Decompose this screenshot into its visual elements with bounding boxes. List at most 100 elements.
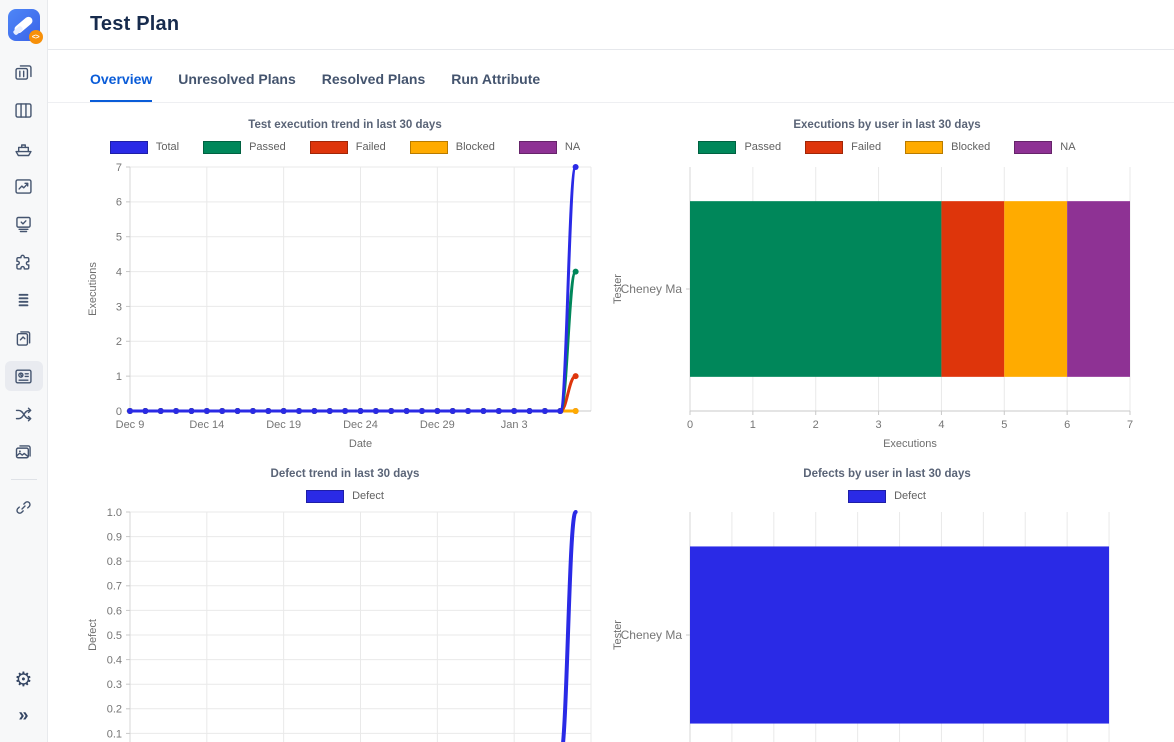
- sidebar-item-list[interactable]: [5, 285, 43, 315]
- double-chevron-right-icon: »: [18, 705, 29, 725]
- logo-code-badge: <>: [28, 30, 43, 44]
- sidebar-item-link[interactable]: [5, 492, 43, 522]
- legend-swatch: [905, 140, 944, 154]
- svg-text:3: 3: [876, 419, 882, 431]
- svg-text:0.7: 0.7: [107, 581, 122, 593]
- svg-text:7: 7: [116, 162, 122, 174]
- sidebar-item-report[interactable]: [4, 361, 43, 391]
- svg-text:Executions: Executions: [87, 262, 99, 316]
- tab-run-attribute[interactable]: Run Attribute: [451, 71, 541, 87]
- svg-text:5: 5: [116, 232, 122, 244]
- chart-legend: Defect: [610, 489, 1164, 503]
- expand-sidebar-button[interactable]: »: [5, 700, 43, 730]
- legend-swatch: [805, 140, 844, 154]
- legend-item-defect[interactable]: Defect: [848, 489, 926, 503]
- legend-label: Blocked: [455, 141, 495, 153]
- sidebar-item-ship[interactable]: [5, 133, 43, 163]
- sidebar-item-columns[interactable]: [5, 95, 43, 125]
- legend-label: Defect: [894, 490, 926, 502]
- chart-legend: Defect: [85, 489, 605, 503]
- legend-item-na[interactable]: NA: [1014, 140, 1076, 154]
- svg-text:0.2: 0.2: [107, 704, 122, 716]
- monitor-check-icon: [16, 216, 31, 232]
- legend-item-blocked[interactable]: Blocked: [409, 140, 495, 154]
- gear-icon: ⚙: [14, 667, 33, 691]
- sidebar-nav: [4, 57, 43, 522]
- settings-button[interactable]: ⚙: [5, 664, 43, 694]
- tab-resolved-plans[interactable]: Resolved Plans: [321, 71, 426, 87]
- legend-item-blocked[interactable]: Blocked: [905, 140, 991, 154]
- legend-item-na[interactable]: NA: [518, 140, 581, 154]
- sidebar-item-pages[interactable]: [5, 323, 43, 353]
- svg-text:Executions: Executions: [883, 438, 937, 450]
- trend-chart-icon: [15, 178, 32, 194]
- svg-text:0.5: 0.5: [107, 630, 122, 642]
- sidebar-item-boards[interactable]: [5, 57, 43, 87]
- chart-test-execution-trend: Test execution trend in last 30 days Tot…: [85, 115, 605, 464]
- sidebar-item-shuffle[interactable]: [5, 399, 43, 429]
- legend-item-total[interactable]: Total: [109, 140, 180, 154]
- sidebar-item-monitor-check[interactable]: [5, 209, 43, 239]
- charts-grid: Test execution trend in last 30 days Tot…: [48, 103, 1174, 742]
- ship-icon: [15, 143, 32, 156]
- legend-label: Total: [155, 141, 180, 153]
- legend-label: NA: [1060, 141, 1076, 153]
- legend-swatch: [203, 140, 242, 154]
- legend-label: NA: [564, 141, 581, 153]
- legend-label: Passed: [744, 141, 782, 153]
- defect-trend-plot: 0.1 0.2 0.3 0.4 0.5 0.6 0.7 0.8 0.9 1.0 Defect: [87, 507, 592, 742]
- page-title: Test Plan: [90, 13, 180, 35]
- svg-text:6: 6: [1064, 419, 1070, 431]
- sidebar-item-images[interactable]: [5, 437, 43, 467]
- tab-overview[interactable]: Overview: [90, 71, 153, 102]
- sidebar-footer: ⚙ »: [5, 664, 43, 742]
- sidebar-item-trend-chart[interactable]: [5, 171, 43, 201]
- legend-label: Failed: [355, 141, 386, 153]
- app-logo[interactable]: <>: [7, 9, 43, 44]
- legend-label: Blocked: [951, 141, 991, 153]
- sidebar-item-puzzle[interactable]: [5, 247, 43, 277]
- svg-text:Cheney Ma: Cheney Ma: [621, 628, 683, 642]
- tab-unresolved-plans[interactable]: Unresolved Plans: [178, 71, 296, 87]
- chart-title: Test execution trend in last 30 days: [248, 119, 442, 131]
- svg-text:1: 1: [750, 419, 756, 431]
- boards-icon: [15, 64, 32, 80]
- svg-text:2: 2: [116, 336, 122, 348]
- svg-text:0: 0: [687, 419, 693, 431]
- svg-text:Tester: Tester: [612, 620, 624, 650]
- svg-text:0.9: 0.9: [107, 531, 122, 543]
- legend-item-failed[interactable]: Failed: [805, 140, 881, 154]
- svg-text:Cheney Ma: Cheney Ma: [621, 282, 683, 296]
- link-icon: [16, 500, 31, 514]
- svg-text:Defect: Defect: [87, 619, 99, 651]
- svg-text:0.6: 0.6: [107, 605, 122, 617]
- legend-swatch: [309, 140, 348, 154]
- svg-text:1.0: 1.0: [107, 508, 122, 519]
- svg-text:0: 0: [116, 406, 122, 418]
- svg-text:2: 2: [813, 419, 819, 431]
- svg-text:3: 3: [116, 301, 122, 313]
- svg-text:Date: Date: [349, 438, 372, 450]
- legend-item-passed[interactable]: Passed: [203, 140, 286, 154]
- list-icon: [18, 293, 29, 306]
- execution-trend-plot: 0 1 2 3 4 5 6 7 Dec 9 Dec 14 Dec 19 Dec 24 Dec 29 Jan…: [87, 162, 592, 450]
- legend-label: Defect: [352, 490, 384, 502]
- legend-swatch: [698, 140, 737, 154]
- chart-defect-trend: Defect trend in last 30 days Defect 0.1 0…: [85, 464, 605, 742]
- svg-text:0.1: 0.1: [107, 728, 122, 740]
- svg-text:Tester: Tester: [612, 274, 624, 304]
- legend-item-failed[interactable]: Failed: [309, 140, 386, 154]
- sidebar: <> ⚙ »: [0, 0, 48, 742]
- legend-item-passed[interactable]: Passed: [698, 140, 782, 154]
- svg-text:5: 5: [1001, 419, 1007, 431]
- sidebar-divider: [10, 479, 37, 480]
- svg-text:6: 6: [116, 197, 122, 209]
- chart-legend: Passed Failed Blocked NA: [610, 140, 1164, 154]
- legend-item-defect[interactable]: Defect: [306, 489, 384, 503]
- legend-swatch: [409, 140, 448, 154]
- pages-icon: [16, 330, 31, 346]
- svg-text:0.4: 0.4: [107, 654, 122, 666]
- svg-text:0.8: 0.8: [107, 556, 122, 568]
